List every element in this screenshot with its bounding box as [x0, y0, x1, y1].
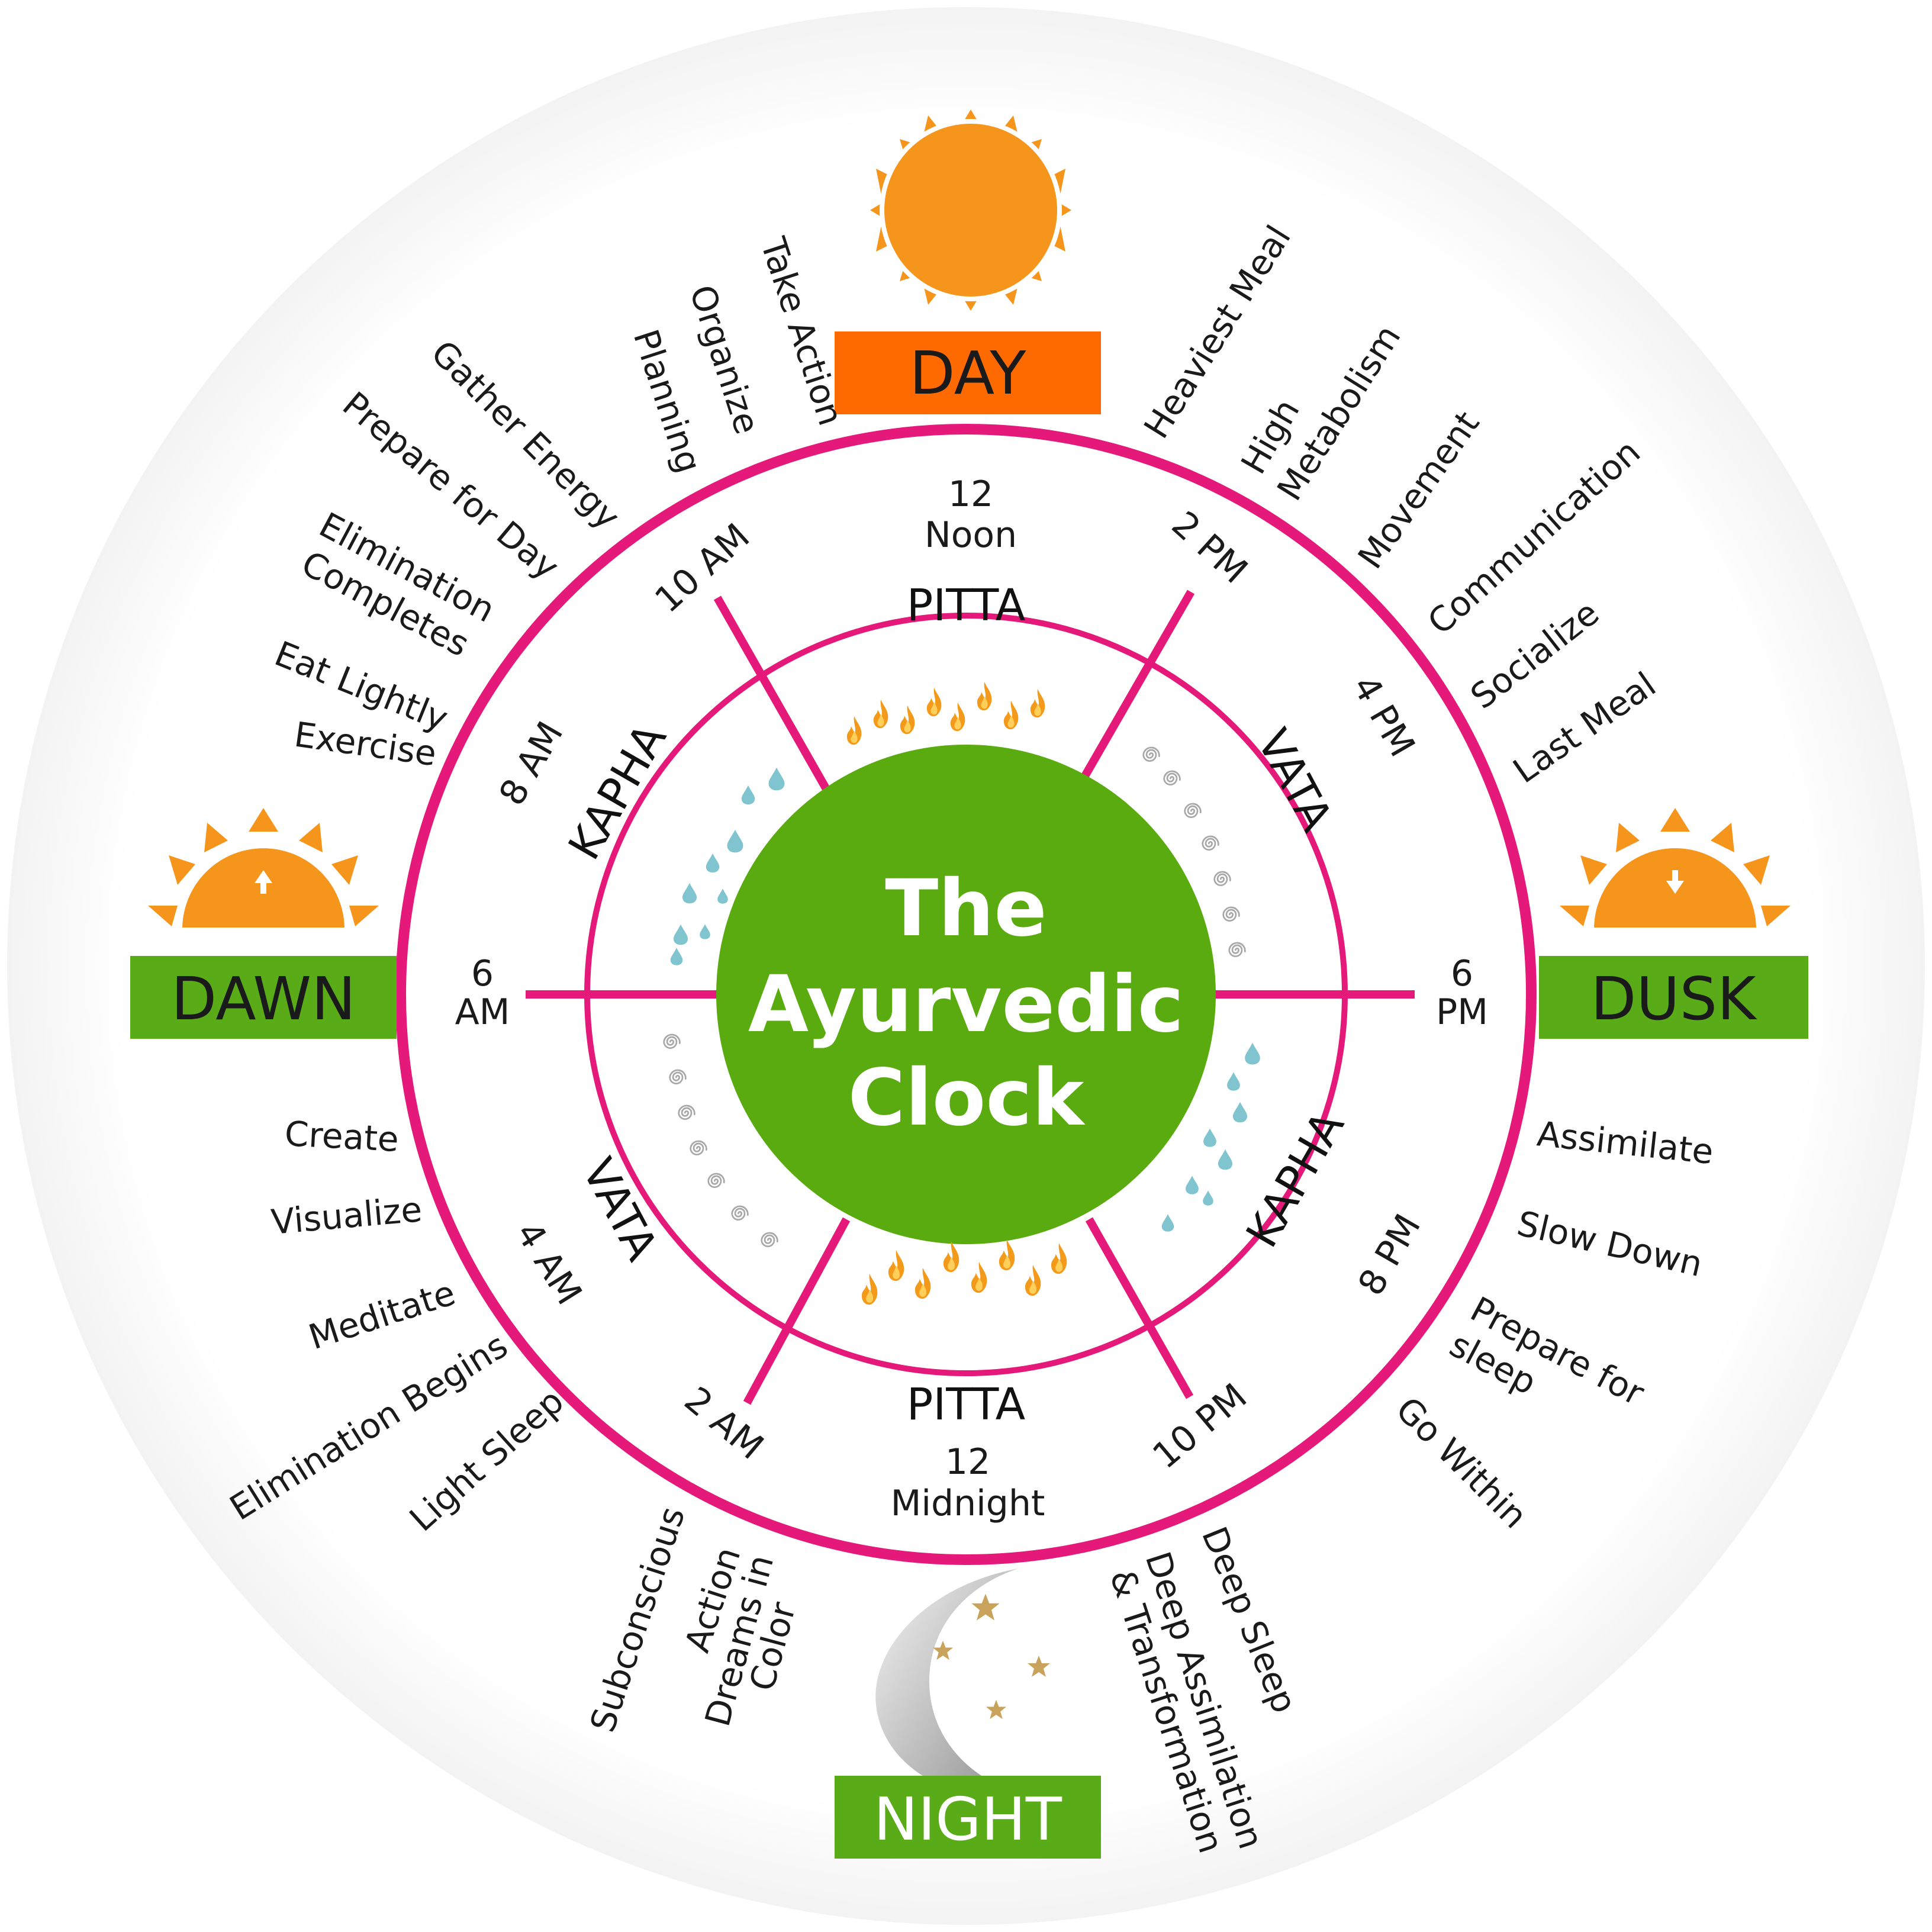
spoke-2am	[743, 1217, 851, 1405]
day-label: DAY	[910, 339, 1027, 408]
dosha-pitta-night: PITTA	[907, 1379, 1026, 1430]
day-sun-icon	[870, 110, 1071, 311]
dusk-label: DUSK	[1590, 964, 1757, 1033]
dosha-spokes	[526, 590, 1415, 1405]
center-title-line2: Ayurvedic	[748, 959, 1184, 1050]
time-midnight-number: 12	[945, 1441, 990, 1483]
dusk-sun-icon	[1560, 808, 1791, 931]
time-midnight-word: Midnight	[891, 1483, 1045, 1524]
time-noon-word: Noon	[925, 514, 1017, 556]
center-title-line3: Clock	[848, 1052, 1086, 1144]
spoke-10pm	[1085, 1217, 1194, 1399]
dawn-label-box	[130, 956, 397, 1039]
time-6pm-number: 6	[1451, 953, 1473, 994]
night-label-box	[835, 1776, 1101, 1859]
center-title-line1: The	[885, 863, 1047, 954]
up-arrow-icon	[255, 870, 272, 894]
dusk-label-box	[1539, 956, 1808, 1039]
dawn-sun-icon	[148, 808, 379, 931]
activity-create: Create	[284, 1113, 400, 1160]
center-disc	[716, 745, 1216, 1244]
outer-ring	[395, 424, 1537, 1565]
night-label: NIGHT	[874, 1785, 1062, 1854]
day-label-box	[835, 331, 1101, 414]
down-arrow-icon	[1666, 870, 1684, 894]
time-6am-word: AM	[455, 991, 510, 1033]
time-6pm-word: PM	[1436, 991, 1488, 1033]
dawn-label: DAWN	[171, 964, 356, 1033]
spoke-2pm	[1074, 590, 1195, 790]
spoke-10am	[713, 595, 833, 796]
dosha-pitta-day: PITTA	[907, 580, 1026, 631]
time-noon-number: 12	[948, 474, 993, 515]
night-moon-icon	[875, 1569, 1050, 1796]
time-6am-number: 6	[471, 953, 494, 994]
